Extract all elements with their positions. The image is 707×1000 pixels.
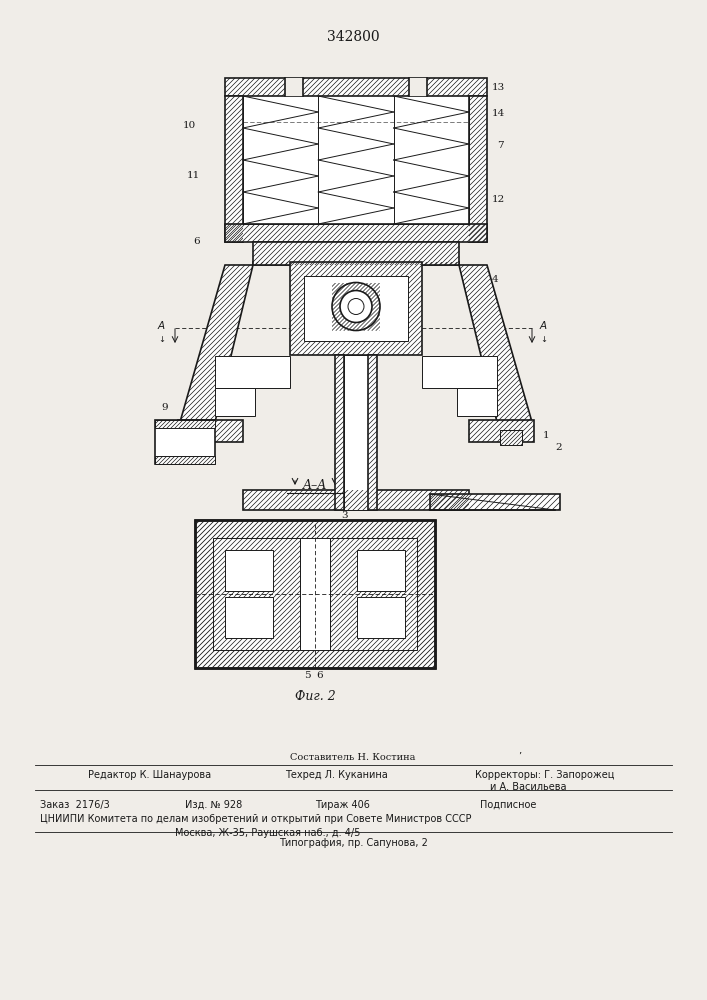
Bar [500, 430, 522, 445]
Text: 11: 11 [187, 170, 200, 180]
Bar [225, 96, 243, 242]
Bar [422, 356, 497, 388]
Text: Москва, Ж-35, Раушская наб., д. 4/5: Москва, Ж-35, Раушская наб., д. 4/5 [175, 828, 361, 838]
Bar [195, 520, 435, 668]
Bar [195, 520, 435, 668]
Bar [213, 538, 417, 650]
Bar [155, 420, 215, 428]
Bar [430, 494, 560, 510]
Text: A: A [158, 321, 165, 331]
Bar [215, 388, 255, 416]
Bar [368, 355, 377, 510]
Text: Типография, пр. Сапунова, 2: Типография, пр. Сапунова, 2 [279, 838, 428, 848]
Text: 342800: 342800 [327, 30, 380, 44]
Text: 3: 3 [341, 512, 349, 520]
Text: ↓: ↓ [540, 336, 547, 344]
Text: 10: 10 [182, 120, 196, 129]
Text: Изд. № 928: Изд. № 928 [185, 800, 243, 810]
Text: Составитель Н. Костина: Составитель Н. Костина [291, 753, 416, 762]
Bar [285, 78, 303, 96]
Bar [344, 355, 368, 510]
Bar [300, 538, 330, 650]
Bar [243, 96, 469, 224]
Text: Фиг. 2: Фиг. 2 [295, 690, 335, 703]
Text: 6: 6 [317, 672, 323, 680]
Bar [213, 538, 300, 650]
Text: Редактор К. Шанаурова: Редактор К. Шанаурова [88, 770, 211, 780]
Text: 2: 2 [555, 442, 561, 452]
Bar [225, 550, 273, 591]
Text: 4: 4 [492, 275, 498, 284]
Bar [357, 597, 405, 638]
Text: 9: 9 [370, 270, 377, 279]
Bar [290, 262, 422, 355]
Text: 8: 8 [492, 360, 498, 369]
Text: Тираж 406: Тираж 406 [315, 800, 370, 810]
Polygon shape [180, 265, 253, 422]
Bar [304, 276, 408, 341]
Bar [469, 420, 534, 442]
Circle shape [348, 298, 364, 314]
Text: A: A [540, 321, 547, 331]
Text: ЦНИИПИ Комитета по делам изобретений и открытий при Совете Министров СССР: ЦНИИПИ Комитета по делам изобретений и о… [40, 814, 472, 824]
Text: Техред Л. Куканина: Техред Л. Куканина [285, 770, 387, 780]
Bar [215, 356, 290, 388]
Bar [457, 388, 497, 416]
Bar [335, 355, 344, 510]
Bar [253, 262, 290, 265]
Text: ↓: ↓ [158, 336, 165, 344]
Bar [357, 550, 405, 591]
Bar [178, 420, 243, 442]
Text: 12: 12 [492, 196, 506, 205]
Bar [409, 78, 427, 96]
Text: Корректоры: Г. Запорожец: Корректоры: Г. Запорожец [475, 770, 614, 780]
Bar [253, 242, 459, 265]
Bar [225, 597, 273, 638]
Text: Подписное: Подписное [480, 800, 537, 810]
Circle shape [332, 282, 380, 330]
Text: ’: ’ [518, 752, 522, 762]
Polygon shape [459, 265, 532, 422]
Bar [422, 262, 459, 265]
Text: 5: 5 [304, 672, 310, 680]
Text: A–A: A–A [303, 479, 327, 492]
Text: 1: 1 [543, 430, 549, 440]
Bar [225, 78, 487, 96]
Text: Фиг 1: Фиг 1 [334, 524, 371, 537]
Circle shape [340, 290, 372, 322]
Text: Заказ  2176/3: Заказ 2176/3 [40, 800, 110, 810]
Bar [155, 420, 215, 464]
Text: 6: 6 [194, 237, 200, 246]
Bar [469, 96, 487, 242]
Bar [330, 538, 417, 650]
Text: 14: 14 [492, 108, 506, 117]
Text: 7: 7 [497, 140, 503, 149]
Text: 9: 9 [161, 403, 168, 412]
Bar [243, 490, 469, 510]
Text: и А. Васильева: и А. Васильева [490, 782, 566, 792]
Bar [155, 456, 215, 464]
Bar [225, 224, 487, 242]
Text: 13: 13 [492, 84, 506, 93]
Bar [500, 430, 522, 445]
